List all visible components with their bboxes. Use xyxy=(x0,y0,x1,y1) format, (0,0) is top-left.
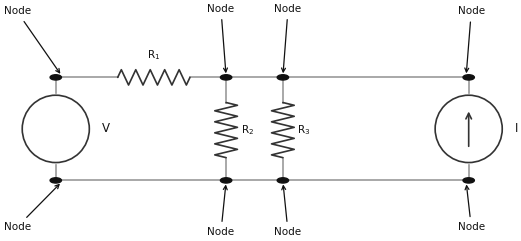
Circle shape xyxy=(277,178,289,183)
Text: Node: Node xyxy=(207,4,234,72)
Text: Node: Node xyxy=(4,185,59,232)
Circle shape xyxy=(463,75,474,80)
Text: Node: Node xyxy=(4,7,59,73)
Ellipse shape xyxy=(435,95,502,163)
Text: Node: Node xyxy=(275,4,302,72)
Text: Node: Node xyxy=(275,186,302,237)
Text: −: − xyxy=(51,131,61,144)
Text: R$_2$: R$_2$ xyxy=(241,123,254,137)
Text: R$_1$: R$_1$ xyxy=(147,48,160,62)
Circle shape xyxy=(220,178,232,183)
Circle shape xyxy=(220,75,232,80)
Text: V: V xyxy=(102,122,110,135)
Circle shape xyxy=(277,75,289,80)
Circle shape xyxy=(463,178,474,183)
Text: Node: Node xyxy=(207,186,234,237)
Text: Node: Node xyxy=(458,186,485,232)
Text: Node: Node xyxy=(458,7,485,72)
Circle shape xyxy=(50,75,61,80)
Text: +: + xyxy=(51,115,60,126)
Text: I: I xyxy=(515,122,518,135)
Text: R$_3$: R$_3$ xyxy=(297,123,311,137)
Ellipse shape xyxy=(22,95,89,163)
Circle shape xyxy=(50,178,61,183)
